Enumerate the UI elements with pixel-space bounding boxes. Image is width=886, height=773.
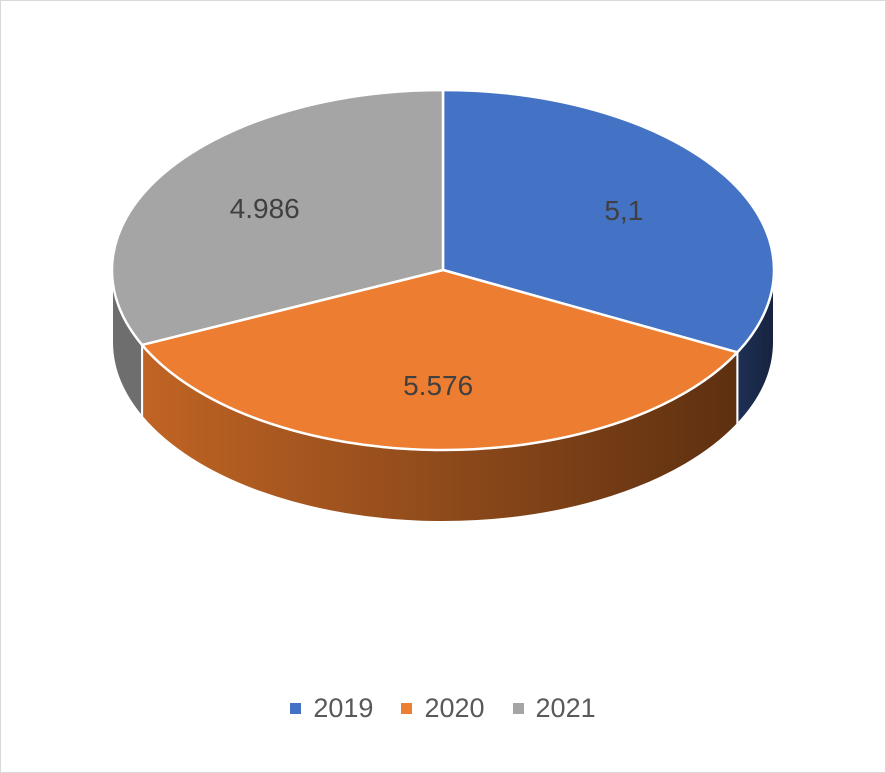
legend-label-2019: 2019 bbox=[313, 693, 374, 723]
pie-labels: 5,1 5.576 4.986 bbox=[230, 193, 644, 401]
data-label-2019: 5,1 bbox=[604, 195, 643, 226]
legend-swatch-2020 bbox=[401, 703, 413, 714]
pie-tops bbox=[110, 88, 776, 452]
pie-slice-2019 bbox=[441, 88, 776, 354]
legend-item-2019: 2019 bbox=[290, 693, 373, 724]
legend-label-2021: 2021 bbox=[535, 693, 596, 723]
pie-slice-2021 bbox=[110, 88, 445, 347]
legend-item-2020: 2020 bbox=[401, 693, 485, 724]
data-label-2020: 5.576 bbox=[403, 370, 473, 401]
legend-label-2020: 2020 bbox=[424, 693, 485, 723]
legend-item-2021: 2021 bbox=[512, 693, 596, 724]
legend: 2019 2020 2021 bbox=[1, 693, 885, 724]
data-label-2021: 4.986 bbox=[230, 193, 300, 224]
pie-slice-2020 bbox=[140, 268, 739, 452]
legend-swatch-2021 bbox=[512, 703, 524, 714]
legend-swatch-2019 bbox=[290, 703, 302, 714]
